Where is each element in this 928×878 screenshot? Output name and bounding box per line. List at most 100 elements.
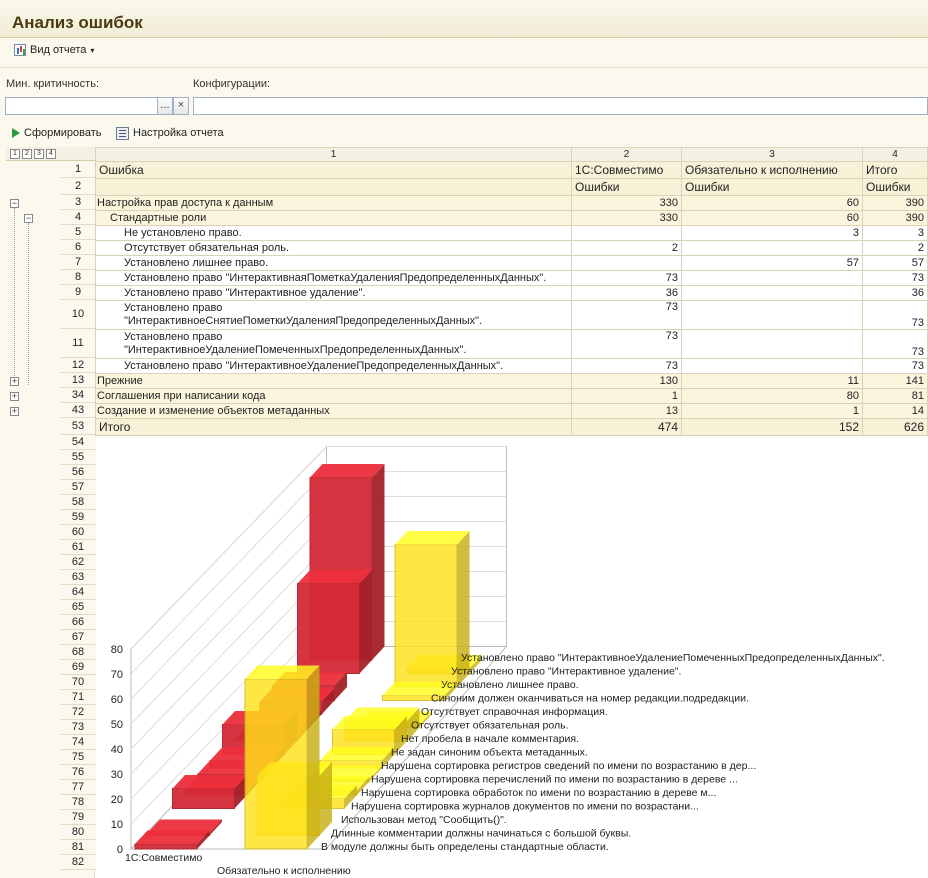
total-value: 474	[571, 418, 682, 436]
bar-top	[332, 716, 407, 730]
value-cell: 60	[681, 195, 863, 211]
row-number: 11	[60, 329, 96, 358]
chevron-down-icon: ▾	[90, 45, 95, 55]
table-row[interactable]: Отсутствует обязательная роль. 2 2	[95, 240, 928, 256]
error-name-cell: Отсутствует обязательная роль.	[95, 240, 572, 256]
error-name-cell: Настройка прав доступа к данным	[95, 195, 572, 211]
table-row[interactable]: Создание и изменение объектов метаданных…	[95, 403, 928, 419]
report-table: 1 2 3 4 Ошибка 1С:Совместимо Обязательно к исп…	[95, 147, 928, 436]
error-name-cell: Создание и изменение объектов метаданных	[95, 403, 572, 419]
table-row[interactable]: Установлено право "ИнтерактивноеСнятиеПом…	[95, 300, 928, 330]
table-row[interactable]: Соглашения при написании кода 1 80 81	[95, 388, 928, 404]
category-label: Установлено право "Интерактивное удалени…	[451, 666, 681, 678]
chart: 0 10 20 30 40 50 60 70 80 В модуле должны быть оп…	[101, 441, 928, 878]
row-number: 7	[60, 255, 96, 270]
total-label: Итого	[95, 418, 572, 436]
level-buttons: 1 2 3 4	[6, 147, 95, 161]
category-label: Нарушена сортировка журналов документов …	[351, 801, 699, 813]
chart-bar	[382, 682, 457, 701]
row-number: 1	[60, 161, 96, 178]
category-label: Длинные комментарии должны начинаться с …	[331, 828, 631, 840]
header-cell	[95, 178, 572, 196]
table-row[interactable]: Установлено лишнее право. 57 57	[95, 255, 928, 271]
y-tick-label: 40	[111, 744, 123, 756]
expand-icon[interactable]: +	[10, 406, 19, 416]
header-row: Ошибка 1С:Совместимо Обязательно к исполне…	[95, 161, 928, 179]
bar-front	[244, 678, 308, 850]
value-cell: 1	[681, 403, 863, 419]
level-button-2[interactable]: 2	[22, 149, 32, 159]
value-cell: 330	[571, 195, 682, 211]
table-row[interactable]: Настройка прав доступа к данным 330 60 390	[95, 195, 928, 211]
y-tick-label: 0	[117, 844, 123, 856]
error-name-cell: Установлено право "ИнтерактивноеУдалениеП…	[95, 329, 572, 359]
bar-top	[382, 682, 457, 696]
level-button-1[interactable]: 1	[10, 149, 20, 159]
row-number: 56	[60, 465, 96, 480]
column-number: 2	[571, 147, 682, 162]
value-cell	[681, 329, 863, 359]
table-row[interactable]: Прежние 130 11 141	[95, 373, 928, 389]
clear-icon[interactable]: ×	[173, 97, 189, 115]
value-cell: 330	[571, 210, 682, 226]
report-settings-button[interactable]: Настройка отчета	[116, 124, 224, 142]
view-report-menu[interactable]: Вид отчета ▾	[14, 42, 94, 58]
value-cell: 3	[681, 225, 863, 241]
table-row[interactable]: Установлено право "ИнтерактивнаяПометкаУ…	[95, 270, 928, 286]
gridline	[130, 446, 507, 650]
expand-icon[interactable]: +	[10, 391, 19, 401]
row-number: 82	[60, 855, 96, 870]
header-cell: Ошибка	[95, 161, 572, 179]
value-cell: 81	[862, 388, 928, 404]
row-number: 81	[60, 840, 96, 855]
collapse-icon[interactable]: −	[10, 198, 19, 208]
y-tick-label: 30	[111, 769, 123, 781]
report-area[interactable]: 1 2 3 4 − − + + + 1 2 3 4 5 6 7 8 9 10 11 12 13 34 43 5…	[6, 147, 928, 878]
bar-side	[369, 765, 382, 782]
min-criticality-input[interactable]	[5, 97, 158, 115]
row-number: 72	[60, 705, 96, 720]
value-cell: 57	[681, 255, 863, 271]
bar-side	[234, 775, 247, 809]
tree-line	[28, 223, 29, 385]
chart-bar	[394, 531, 470, 688]
row-number: 80	[60, 825, 96, 840]
header-cell: Ошибки	[571, 178, 682, 196]
category-label: Установлено право "ИнтерактивноеУдаление…	[461, 652, 885, 664]
value-cell: 73	[862, 329, 928, 359]
value-cell: 73	[571, 358, 682, 374]
error-name-cell: Стандартные роли	[95, 210, 572, 226]
table-row[interactable]: Не установлено право. 3 3	[95, 225, 928, 241]
error-name-cell: Прежние	[95, 373, 572, 389]
chart-bar	[134, 830, 210, 850]
category-label: Нарушена сортировка обработок по имени п…	[361, 787, 716, 799]
row-number: 76	[60, 765, 96, 780]
error-name-cell: Не установлено право.	[95, 225, 572, 241]
select-button[interactable]: ...	[157, 97, 173, 115]
row-number: 59	[60, 510, 96, 525]
row-number: 9	[60, 285, 96, 300]
row-number: 71	[60, 690, 96, 705]
level-button-4[interactable]: 4	[46, 149, 56, 159]
value-cell: 73	[571, 329, 682, 359]
generate-button[interactable]: Сформировать	[12, 124, 102, 142]
bar-side	[322, 688, 335, 714]
value-cell: 80	[681, 388, 863, 404]
table-row[interactable]: Стандартные роли 330 60 390	[95, 210, 928, 226]
table-row[interactable]: Установлено право "ИнтерактивноеУдаление…	[95, 358, 928, 374]
row-number: 62	[60, 555, 96, 570]
category-label: Отсутствует обязательная роль.	[411, 720, 569, 732]
bar-top	[310, 464, 385, 478]
row-number: 5	[60, 225, 96, 240]
expand-icon[interactable]: +	[10, 376, 19, 386]
table-row[interactable]: Установлено право "Интерактивное удалени…	[95, 285, 928, 301]
row-number: 67	[60, 630, 96, 645]
y-tick-label: 50	[111, 719, 123, 731]
configurations-input[interactable]	[193, 97, 928, 115]
collapse-icon[interactable]: −	[24, 213, 33, 223]
table-row[interactable]: Установлено право "ИнтерактивноеУдалениеП…	[95, 329, 928, 359]
value-cell	[681, 358, 863, 374]
level-button-3[interactable]: 3	[34, 149, 44, 159]
value-cell: 2	[862, 240, 928, 256]
configurations-label: Конфигурации:	[193, 78, 271, 90]
